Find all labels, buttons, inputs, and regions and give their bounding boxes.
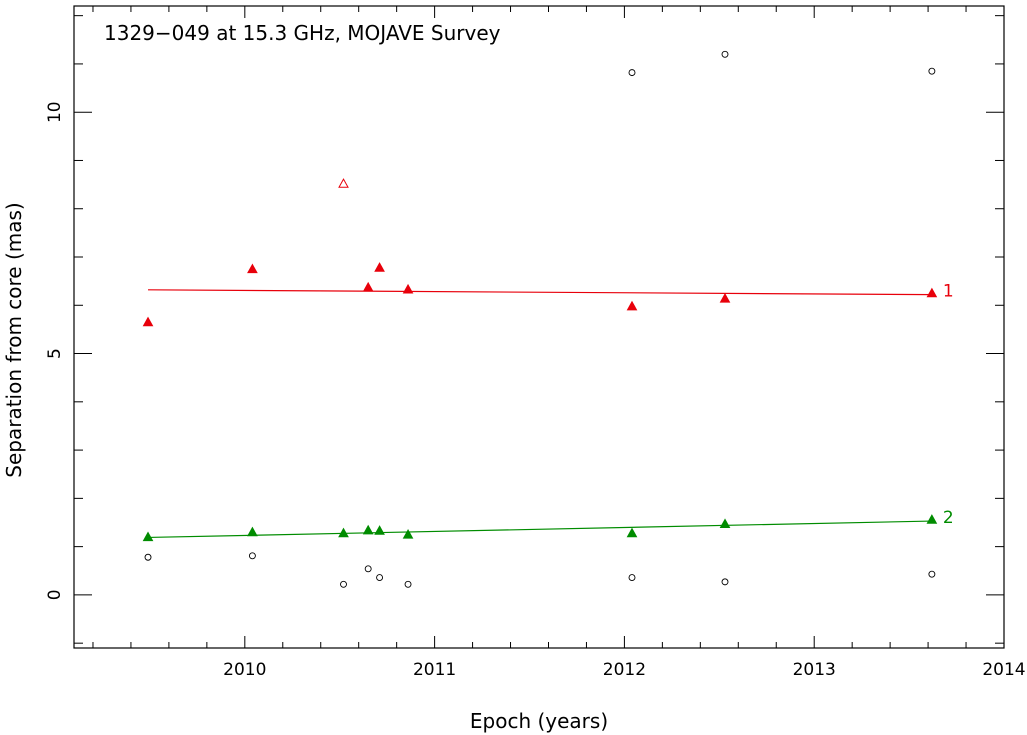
data-point-circle (928, 570, 936, 578)
y-axis-label: Separation from core (mas) (2, 202, 26, 477)
series-labels: 12 (943, 282, 954, 528)
data-point-open-triangle (338, 178, 349, 188)
tick-labels: 2010 2011 2012 2013 2014 0 5 10 (45, 101, 1026, 680)
data-point-triangle (374, 262, 385, 272)
data-point-triangle (926, 514, 938, 524)
data-point-circle (340, 580, 347, 588)
data-point-circle (928, 67, 936, 75)
x-axis-label: Epoch (years) (470, 709, 608, 733)
chart-title: 1329−049 at 15.3 GHz, MOJAVE Survey (104, 21, 501, 45)
data-point-circle (364, 565, 372, 573)
data-point-triangle (362, 281, 374, 292)
data-point-circle (721, 50, 729, 58)
data-point-triangle (626, 300, 638, 311)
data-points (142, 50, 938, 588)
data-point-triangle (362, 524, 374, 535)
y-tick-label: 10 (45, 101, 65, 123)
data-point-circle (628, 574, 636, 581)
data-point-triangle (626, 527, 638, 538)
data-point-triangle (926, 287, 938, 298)
data-point-triangle (247, 263, 258, 274)
fit-line-1 (148, 289, 932, 296)
data-point-circle (376, 574, 384, 581)
x-tick-label: 2013 (793, 660, 836, 680)
y-tick-label: 5 (45, 348, 65, 359)
data-point-triangle (402, 529, 414, 539)
x-tick-label: 2014 (982, 660, 1025, 680)
data-point-triangle (142, 316, 154, 327)
data-point-triangle (402, 283, 414, 294)
data-point-triangle (719, 518, 731, 529)
data-point-triangle (247, 526, 258, 537)
series-label-2: 2 (943, 508, 954, 528)
data-point-circle (628, 69, 636, 77)
x-tick-label: 2011 (413, 660, 456, 680)
data-point-triangle (719, 292, 731, 303)
data-point-triangle (374, 525, 385, 535)
data-point-triangle (142, 531, 154, 542)
fit-line-2 (148, 520, 932, 539)
y-tick-label: 0 (45, 589, 65, 600)
axis-ticks (74, 6, 1005, 648)
data-point-circle (721, 578, 729, 586)
plot-frame (73, 5, 1005, 649)
data-point-circle (404, 580, 412, 588)
x-tick-label: 2010 (223, 660, 266, 680)
data-point-circle (248, 552, 256, 560)
data-point-circle (144, 553, 152, 561)
data-point-triangle (338, 527, 349, 538)
fit-lines (148, 289, 932, 539)
series-label-1: 1 (943, 282, 954, 302)
x-tick-label: 2012 (603, 660, 646, 680)
